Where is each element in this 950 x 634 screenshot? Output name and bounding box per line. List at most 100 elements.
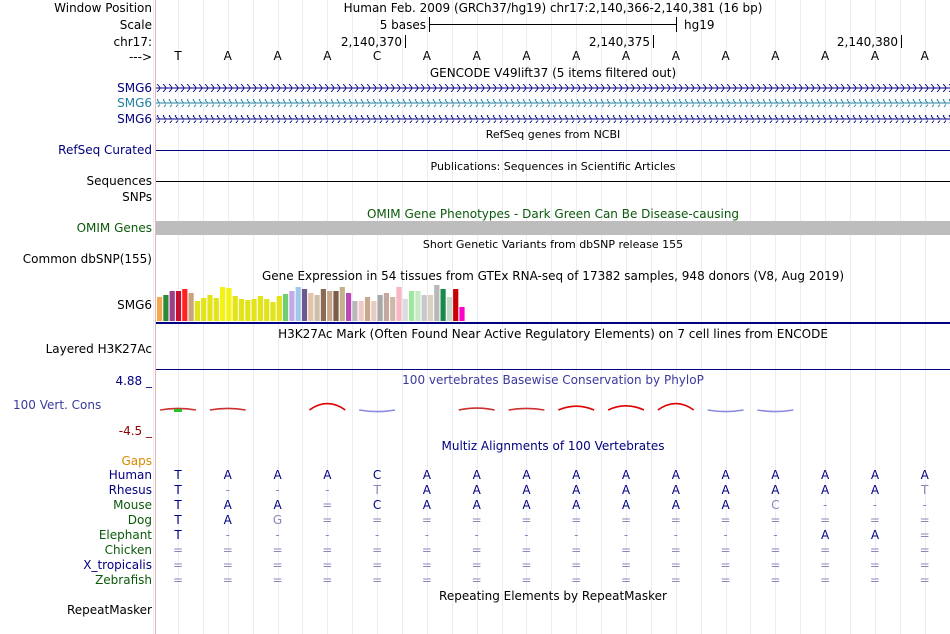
gtex-tissue-bar[interactable] [440,289,446,321]
gtex-tissue-bar[interactable] [459,307,465,321]
conservation-mark[interactable] [458,407,495,411]
gtex-tissue-bar[interactable] [238,299,245,321]
gtex-tissue-bar[interactable] [251,299,257,321]
multiz-track-title[interactable]: Multiz Alignments of 100 Vertebrates [441,439,665,453]
gtex-tissue-bar[interactable] [226,288,232,321]
conservation-mark[interactable] [159,407,197,411]
gencode-transcript-3[interactable] [156,115,950,123]
gencode-transcript-2[interactable] [156,99,950,107]
conservation-mark[interactable] [657,402,695,411]
gtex-tissue-bar[interactable] [415,291,421,321]
gtex-tissue-bar[interactable] [257,296,263,321]
conservation-mark[interactable] [359,409,396,413]
gtex-tissue-bar[interactable] [327,291,333,321]
gtex-tissue-bar[interactable] [346,293,352,321]
gtex-tissue-bar[interactable] [402,299,408,321]
gtex-tissue-bar[interactable] [270,302,276,321]
gtex-tissue-bar[interactable] [383,293,389,321]
gtex-track-title[interactable]: Gene Expression in 54 tissues from GTEx … [261,269,845,283]
publications-line[interactable] [156,181,950,182]
gtex-tissue-bar[interactable] [434,285,440,321]
gtex-tissue-bar[interactable] [396,287,402,321]
gencode-item-label-3[interactable]: SMG6 [117,112,152,126]
gtex-tissue-bar[interactable] [295,287,301,321]
refseq-curated-label[interactable]: RefSeq Curated [58,143,152,157]
gtex-tissue-bar[interactable] [163,295,169,321]
snps-label[interactable]: SNPs [122,190,152,204]
gtex-tissue-bar[interactable] [232,296,238,321]
gtex-tissue-bar[interactable] [314,295,320,321]
conservation-mark[interactable] [707,409,744,413]
conservation-track-title[interactable]: 100 vertebrates Basewise Conservation by… [402,373,704,387]
alignment-base: - [723,528,728,542]
refseq-track-title[interactable]: RefSeq genes from NCBI [485,128,621,141]
gtex-tissue-bar[interactable] [308,293,314,321]
gtex-tissue-bar[interactable] [371,301,377,321]
gtex-tissue-bar[interactable] [207,295,213,321]
strand-label: ---> [128,50,152,64]
gtex-tissue-bar[interactable] [283,294,289,321]
gtex-tissue-bar[interactable] [157,297,163,321]
gtex-tissue-bar[interactable] [320,289,326,321]
conservation-mark[interactable] [757,409,794,413]
gtex-tissue-bar[interactable] [213,298,219,321]
conservation-plot[interactable] [156,392,950,432]
gtex-tissue-bar[interactable] [264,299,270,321]
gtex-tissue-bar[interactable] [182,289,188,321]
gtex-smg6-label[interactable]: SMG6 [117,298,152,312]
gtex-tissue-bar[interactable] [289,291,295,321]
common-dbsnp-label[interactable]: Common dbSNP(155) [22,252,152,266]
gtex-tissue-bar[interactable] [220,287,226,321]
h3k27ac-track-title[interactable]: H3K27Ac Mark (Often Found Near Active Re… [278,327,828,341]
conservation-mark[interactable] [558,405,595,411]
gtex-tissue-bar[interactable] [377,295,383,321]
repeatmasker-track-title[interactable]: Repeating Elements by RepeatMasker [439,589,667,603]
gtex-tissue-bar[interactable] [301,289,308,321]
layered-h3k27ac-label[interactable]: Layered H3K27Ac [45,342,152,356]
gtex-tissue-bar[interactable] [364,297,371,321]
alignment-base: A [323,468,332,482]
gtex-tissue-bar[interactable] [358,301,364,321]
conservation-mark[interactable] [209,407,246,411]
gtex-tissue-bar[interactable] [245,300,251,321]
gtex-tissue-bar[interactable] [169,291,175,321]
sequence-base: C [372,49,382,63]
conservation-mark[interactable] [174,409,182,412]
gtex-tissue-bar[interactable] [201,298,207,321]
vert-cons-label[interactable]: 100 Vert. Cons [13,398,102,412]
gencode-track-title[interactable]: GENCODE V49lift37 (5 items filtered out) [429,66,677,80]
gtex-tissue-bar[interactable] [175,291,182,321]
gtex-tissue-bar[interactable] [421,295,427,321]
gencode-transcripts[interactable] [156,80,950,140]
conservation-mark[interactable] [508,407,545,411]
gtex-tissue-bar[interactable] [339,287,345,321]
omim-track-title[interactable]: OMIM Gene Phenotypes - Dark Green Can Be… [366,207,740,221]
omim-genes-label[interactable]: OMIM Genes [76,221,152,235]
gencode-transcript-1[interactable] [156,84,950,92]
track-data-area[interactable]: Human Feb. 2009 (GRCh37/hg19) chr17:2,14… [153,0,950,634]
gtex-tissue-bar[interactable] [194,301,200,321]
gencode-item-label-1[interactable]: SMG6 [117,81,152,95]
dbsnp-track-title[interactable]: Short Genetic Variants from dbSNP releas… [422,238,684,251]
gtex-tissue-bar[interactable] [276,296,282,321]
omim-gene-bar[interactable] [156,221,950,235]
conservation-mark[interactable] [607,405,645,411]
gtex-tissue-bar[interactable] [188,293,194,321]
gtex-tissue-bar[interactable] [453,289,459,321]
sequence-base: A [572,49,581,63]
gtex-bar-chart[interactable] [156,283,950,323]
publications-track-title[interactable]: Publications: Sequences in Scientific Ar… [430,160,676,173]
gtex-tissue-bar[interactable] [427,295,434,321]
refseq-gene-line[interactable] [156,150,950,151]
gtex-tissue-bar[interactable] [352,301,358,321]
publications-sequences-label[interactable]: Sequences [86,174,152,188]
gtex-tissue-bar[interactable] [409,291,415,321]
gtex-tissue-bar[interactable] [333,291,339,321]
repeatmasker-label[interactable]: RepeatMasker [66,603,152,617]
gencode-item-label-2[interactable]: SMG6 [117,96,152,110]
gtex-tissue-bar[interactable] [390,297,396,321]
conservation-mark[interactable] [308,402,346,411]
sequence-base: A [223,49,232,63]
gtex-tissue-bar[interactable] [446,297,452,321]
